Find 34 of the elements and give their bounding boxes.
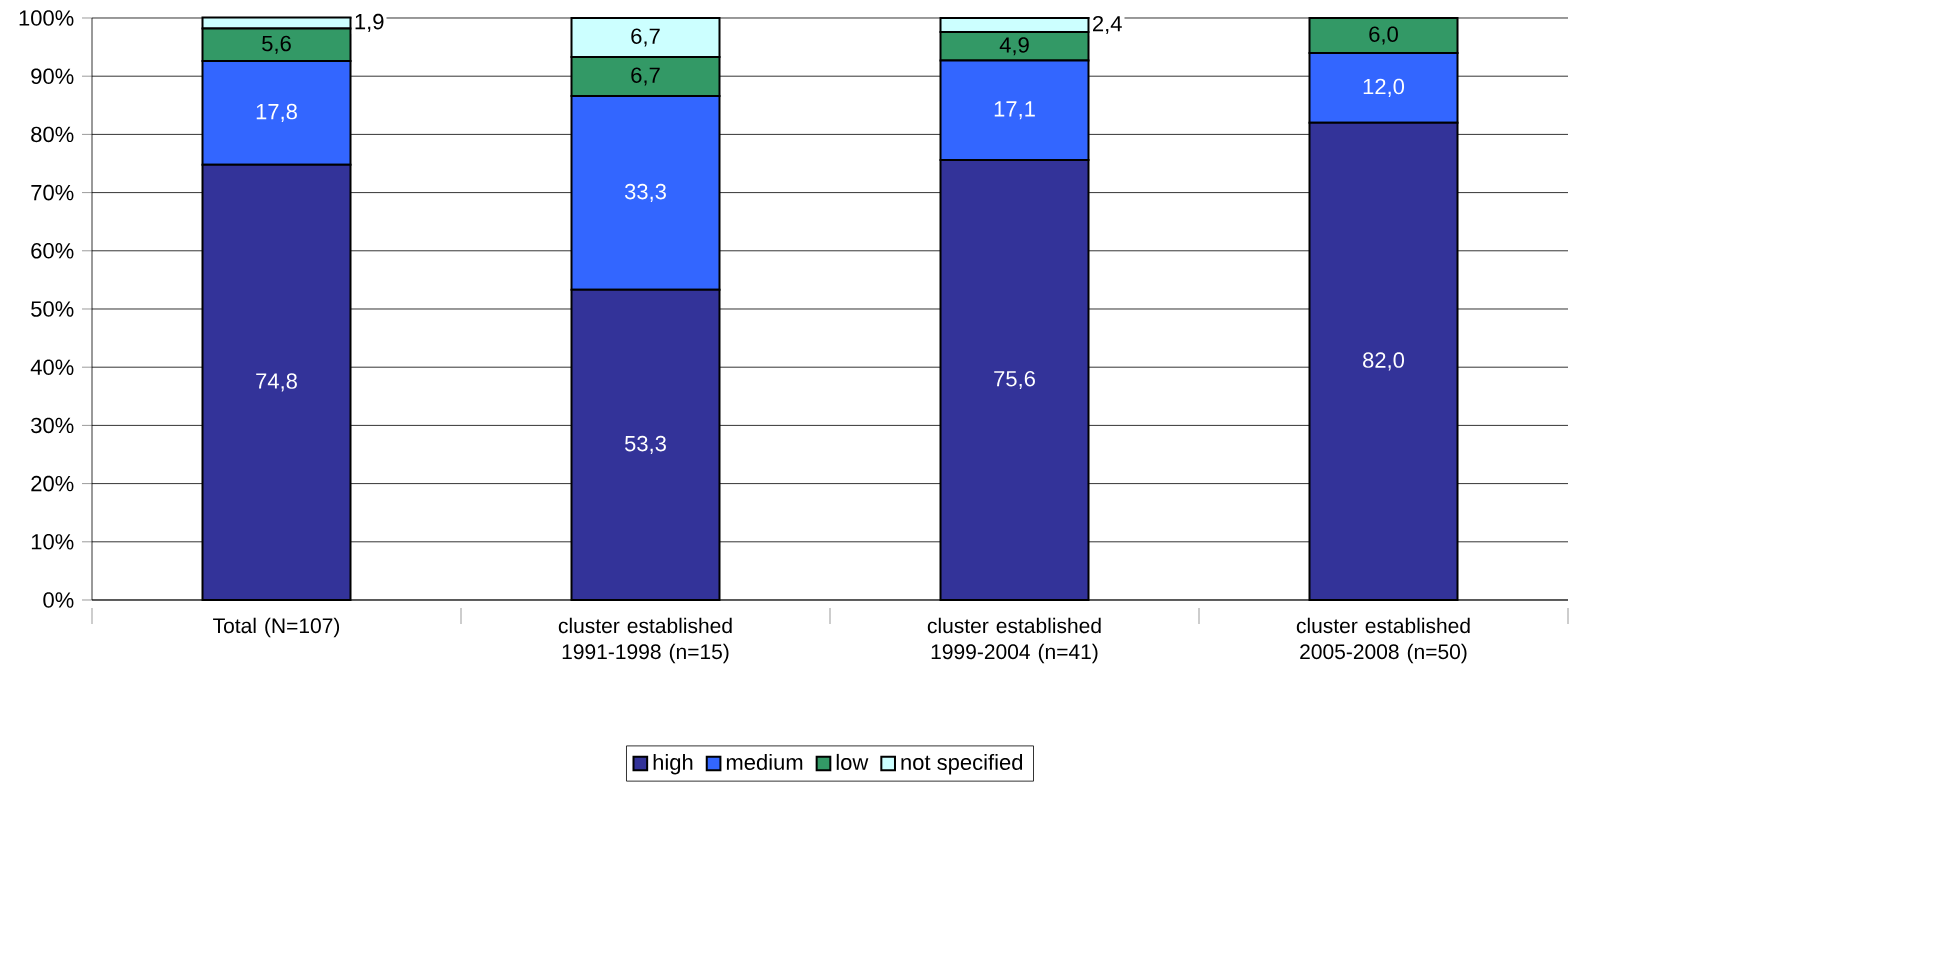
y-tick-label: 70% — [31, 184, 74, 201]
data-label: 6,7 — [631, 67, 660, 86]
legend-label: medium — [726, 753, 803, 771]
y-tick-label: 100% — [19, 10, 74, 26]
data-label: 1,9 — [355, 13, 384, 33]
y-tick-label: 30% — [31, 417, 74, 434]
x-tick-label: cluster established 1999-2004 (n=41) — [927, 617, 1101, 664]
y-tick-label: 20% — [31, 475, 74, 492]
x-tick-label: cluster established 1991-1998 (n=15) — [558, 617, 732, 664]
legend-label: low — [836, 753, 869, 771]
y-tick-label: 40% — [30, 359, 74, 375]
data-label: 12,0 — [1363, 78, 1405, 97]
x-tick-label: cluster established 2005-2008 (n=50) — [1296, 617, 1470, 664]
data-label: 6,7 — [631, 28, 660, 47]
data-label: 74,8 — [256, 373, 297, 392]
data-label: 6,0 — [1369, 26, 1398, 45]
y-tick-label: 0% — [43, 592, 74, 608]
data-label: 2,4 — [1093, 15, 1122, 35]
y-tick-label: 50% — [31, 301, 74, 317]
data-label: 5,6 — [262, 35, 291, 54]
y-tick-label: 60% — [31, 243, 74, 259]
data-label: 33,3 — [624, 183, 666, 202]
data-label: 82,0 — [1363, 352, 1405, 371]
y-tick-label: 80% — [31, 126, 74, 143]
data-label: 17,1 — [994, 101, 1035, 120]
y-tick-label: 90% — [31, 68, 74, 84]
legend-label: high — [653, 753, 693, 775]
data-label: 75,6 — [994, 370, 1035, 390]
y-tick-label: 10% — [31, 534, 74, 550]
x-tick-label: Total (N=107) — [213, 617, 340, 638]
data-label: 53,3 — [624, 435, 666, 454]
legend-label: not specified — [901, 753, 1023, 775]
data-label: 17,8 — [256, 103, 297, 122]
data-label: 4,9 — [999, 37, 1029, 56]
